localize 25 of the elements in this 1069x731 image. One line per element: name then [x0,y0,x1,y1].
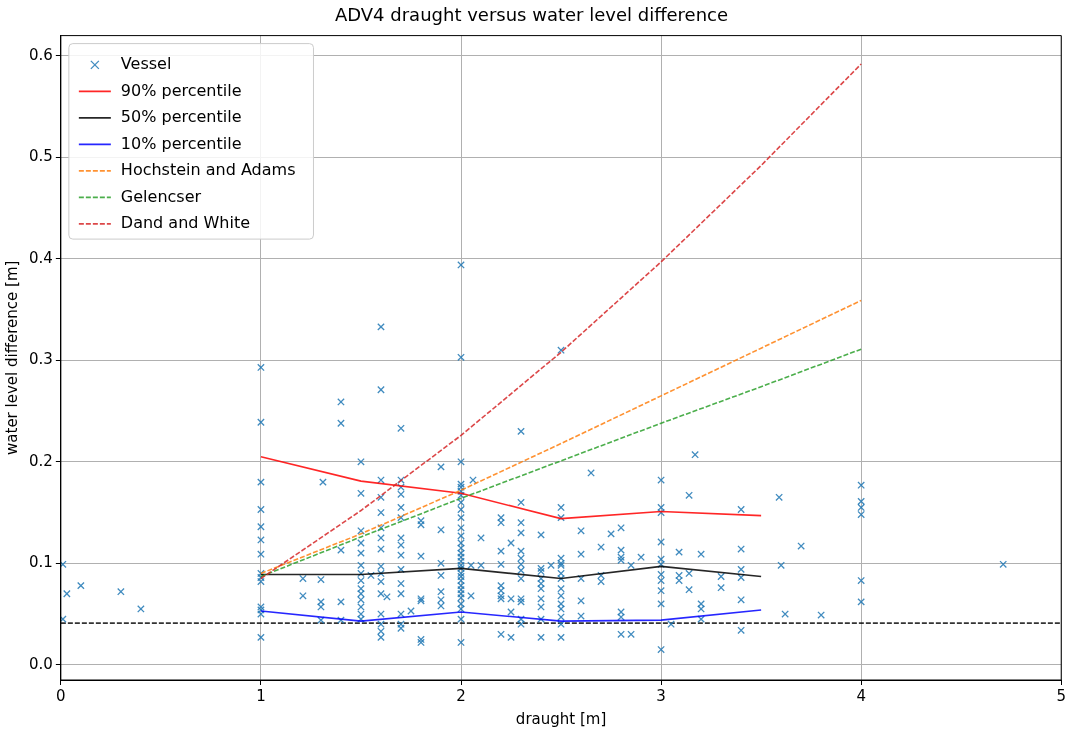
x-tick-label: 1 [256,686,266,705]
legend-label: 10% percentile [120,133,242,153]
y-tick-label: 0.5 [29,147,53,166]
y-axis-title: water level difference [m] [2,260,21,455]
y-tick-label: 0.0 [29,654,53,673]
y-tick-label: 0.2 [29,451,53,470]
y-tick-label: 0.4 [29,248,53,267]
legend-label: Vessel [120,54,172,74]
y-tick-label: 0.3 [29,350,53,369]
legend-label: Dand and White [120,213,251,233]
x-tick-label: 2 [456,686,466,705]
legend-label: Gelencser [120,186,202,206]
x-tick-label: 5 [1056,686,1066,705]
legend-label: 50% percentile [120,107,242,127]
line-series [260,299,862,575]
line-series [260,348,862,578]
x-tick-label: 3 [656,686,666,705]
y-tick-label: 0.1 [29,553,53,572]
x-axis-title: draught [m] [515,709,607,728]
x-tick-label: 4 [856,686,866,705]
x-tick-label: 0 [56,686,66,705]
legend-label: Hochstein and Adams [120,160,296,180]
chart-title: ADV4 draught versus water level difference [334,4,729,26]
y-tick-label: 0.6 [29,45,53,64]
legend-label: 90% percentile [120,80,242,100]
